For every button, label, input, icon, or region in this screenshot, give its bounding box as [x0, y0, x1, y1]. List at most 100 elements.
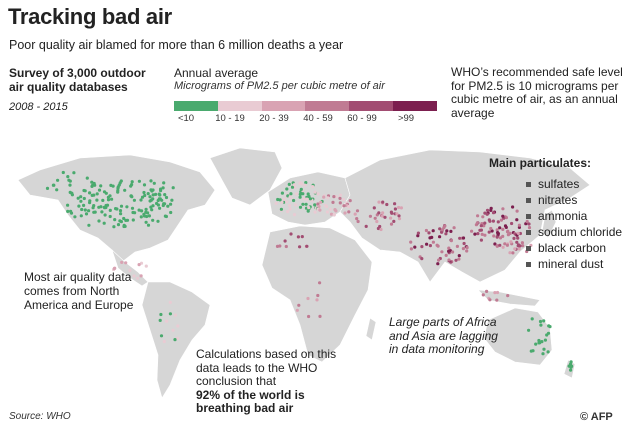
station-dot	[308, 197, 312, 201]
station-dot	[538, 319, 543, 324]
station-dot	[506, 294, 510, 298]
station-dot	[102, 221, 106, 225]
station-dot	[97, 205, 101, 209]
station-dot	[317, 204, 321, 209]
station-dot	[79, 199, 83, 203]
station-dot	[483, 233, 487, 237]
station-dot	[506, 229, 510, 233]
station-dot	[397, 217, 402, 221]
station-dot	[447, 249, 451, 253]
land-japan	[541, 209, 557, 239]
station-dot	[108, 214, 112, 219]
station-dot	[137, 263, 141, 267]
station-dot	[515, 209, 519, 213]
station-dot	[119, 179, 123, 183]
station-dot	[151, 197, 155, 201]
station-dot	[496, 231, 500, 235]
bullet-icon	[526, 245, 531, 251]
station-dot	[287, 182, 291, 186]
station-dot	[498, 243, 502, 247]
station-dot	[88, 191, 92, 195]
station-dot	[137, 179, 141, 183]
station-dot	[431, 229, 435, 233]
legend-swatch	[305, 101, 350, 111]
station-dot	[280, 200, 284, 204]
station-dot	[389, 222, 394, 226]
station-dot	[325, 210, 329, 214]
station-dot	[90, 184, 94, 188]
station-dot	[465, 249, 469, 253]
station-dot	[125, 205, 129, 209]
station-dot	[313, 210, 317, 214]
station-dot	[114, 207, 118, 211]
station-dot	[457, 254, 461, 258]
station-dot	[162, 181, 166, 185]
station-dot	[79, 214, 83, 218]
station-dot	[68, 179, 72, 183]
station-dot	[302, 197, 306, 201]
station-dot	[315, 298, 319, 302]
station-dot	[306, 209, 310, 213]
station-dot	[112, 266, 116, 271]
station-dot	[485, 208, 490, 212]
station-dot	[541, 352, 545, 356]
station-dot	[482, 224, 486, 228]
particulate-item: sodium chloride	[526, 225, 622, 239]
legend-tick: <10	[177, 113, 195, 124]
station-dot	[332, 195, 336, 199]
monitoring-stations	[45, 170, 574, 372]
legend-tick: 60 - 99	[347, 113, 377, 124]
station-dot	[104, 205, 108, 210]
legend-swatch	[349, 101, 394, 111]
station-dot	[427, 231, 431, 235]
legend-swatch	[393, 101, 437, 111]
station-dot	[381, 200, 385, 204]
station-dot	[501, 245, 505, 249]
station-dot	[478, 228, 482, 232]
station-dot	[292, 213, 297, 217]
station-dot	[529, 349, 533, 353]
station-dot	[409, 247, 413, 251]
station-dot	[288, 204, 292, 208]
station-dot	[465, 246, 469, 250]
station-dot	[164, 195, 169, 200]
station-dot	[364, 224, 368, 228]
station-dot	[389, 216, 393, 220]
station-dot	[348, 199, 352, 203]
station-dot	[375, 219, 379, 224]
station-dot	[150, 208, 154, 212]
station-dot	[146, 192, 150, 196]
station-dot	[443, 224, 447, 228]
note-calculation: Calculations based on this data leads to…	[196, 347, 356, 416]
station-dot	[440, 228, 445, 232]
legend-tick: >99	[397, 113, 415, 124]
station-dot	[304, 181, 308, 185]
station-dot	[146, 223, 151, 227]
station-dot	[97, 188, 102, 192]
station-dot	[101, 198, 105, 202]
station-dot	[431, 240, 435, 244]
station-dot	[132, 274, 136, 278]
station-dot	[383, 215, 387, 219]
station-dot	[93, 183, 97, 187]
station-dot	[490, 229, 494, 233]
station-dot	[139, 274, 143, 278]
station-dot	[530, 317, 534, 321]
station-dot	[146, 211, 150, 215]
station-dot	[493, 242, 497, 246]
bullet-icon	[526, 197, 531, 203]
station-dot	[85, 176, 89, 180]
station-dot	[503, 242, 507, 246]
legend-color-scale	[174, 101, 437, 111]
particulate-label: ammonia	[538, 209, 588, 223]
station-dot	[515, 218, 519, 222]
station-dot	[300, 182, 304, 186]
station-dot	[332, 213, 336, 217]
legend-title: Annual average	[174, 66, 259, 80]
station-dot	[397, 205, 401, 210]
station-dot	[149, 188, 153, 192]
station-dot	[161, 203, 165, 208]
station-dot	[409, 240, 413, 244]
station-dot	[69, 211, 74, 215]
station-dot	[136, 276, 140, 280]
